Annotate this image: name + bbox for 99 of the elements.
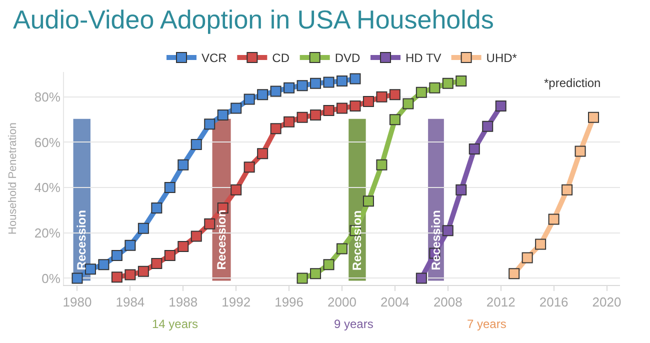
- x-tick-label: 1996: [274, 294, 304, 310]
- x-tick-label: 1984: [116, 294, 145, 310]
- point: [336, 243, 348, 254]
- point: [362, 96, 374, 107]
- point: [178, 240, 189, 252]
- y-axis-title: Household Penetration: [7, 122, 20, 234]
- band-label: Recession: [350, 210, 364, 270]
- point: [376, 159, 388, 170]
- point: [389, 114, 400, 126]
- point: [244, 162, 255, 173]
- legend-label: UHD*: [486, 51, 518, 66]
- point: [230, 184, 242, 196]
- point: [442, 225, 454, 236]
- x-tick-label: 1988: [168, 294, 198, 310]
- x-tick-label: 2008: [433, 294, 462, 310]
- x-tick-label: 2016: [539, 294, 568, 310]
- y-tick-label: 60%: [34, 134, 61, 150]
- point: [151, 202, 162, 214]
- point: [376, 91, 388, 102]
- y-tick-label: 20%: [34, 225, 61, 240]
- point: [389, 89, 400, 100]
- point: [350, 73, 361, 84]
- point: [323, 259, 334, 270]
- point: [362, 196, 374, 207]
- point: [257, 148, 268, 160]
- text: 9 years: [334, 317, 374, 331]
- point: [402, 98, 414, 110]
- point: [456, 184, 467, 196]
- point: [164, 182, 176, 194]
- point: [111, 250, 122, 262]
- point: [574, 146, 586, 157]
- x-tick-label: 2004: [380, 294, 410, 310]
- chart-title: Audio-Video Adoption in USA Households: [13, 4, 494, 34]
- text: 7 years: [467, 317, 506, 331]
- point: [204, 218, 216, 230]
- point: [495, 100, 506, 112]
- point: [98, 259, 110, 270]
- annotation: *prediction: [544, 76, 601, 90]
- point: [190, 230, 202, 242]
- x-tick-label: 1980: [62, 294, 92, 310]
- point: [230, 102, 242, 114]
- point: [138, 222, 149, 234]
- point: [296, 80, 308, 92]
- point: [416, 272, 427, 284]
- point: [178, 159, 189, 170]
- point: [296, 272, 308, 284]
- point: [350, 100, 361, 112]
- point: [296, 112, 308, 123]
- point: [72, 272, 83, 284]
- y-tick-label: 0%: [42, 270, 61, 286]
- band-label: Recession: [214, 210, 228, 270]
- point: [190, 139, 202, 150]
- point: [151, 258, 162, 269]
- y-tick-label: 80%: [34, 89, 61, 104]
- legend-label: HD TV: [406, 51, 442, 66]
- x-tick-label: 2012: [486, 294, 516, 310]
- point: [217, 110, 228, 121]
- point: [482, 120, 494, 132]
- text: 14 years: [152, 317, 198, 331]
- point: [244, 94, 255, 105]
- y-tick-label: 40%: [34, 180, 61, 196]
- point: [336, 102, 348, 114]
- point: [456, 76, 467, 87]
- point: [310, 268, 322, 280]
- legend-label: VCR: [202, 51, 228, 66]
- point: [588, 112, 600, 123]
- point: [310, 110, 322, 121]
- point: [508, 268, 520, 280]
- point: [111, 272, 122, 283]
- point: [548, 214, 560, 225]
- point: [323, 105, 334, 116]
- point: [138, 266, 149, 277]
- band-label: Recession: [428, 210, 443, 270]
- point: [310, 78, 322, 89]
- point: [442, 78, 454, 89]
- x-tick-label: 2020: [592, 294, 622, 310]
- point: [124, 269, 136, 280]
- point: [164, 250, 176, 262]
- point: [204, 118, 216, 130]
- point: [284, 116, 295, 128]
- point: [336, 76, 348, 87]
- point: [562, 184, 573, 196]
- point: [323, 76, 334, 88]
- point: [535, 238, 546, 250]
- x-tick-label: 2000: [328, 294, 356, 310]
- band-label: Recession: [74, 210, 89, 270]
- legend-label: CD: [272, 51, 290, 66]
- point: [270, 123, 282, 134]
- point: [468, 144, 480, 155]
- legend-label: DVD: [334, 51, 361, 66]
- point: [270, 86, 282, 97]
- point: [429, 82, 440, 94]
- point: [416, 86, 427, 98]
- point: [124, 240, 136, 251]
- point: [522, 252, 533, 264]
- point: [257, 89, 268, 100]
- x-tick-label: 1992: [222, 294, 251, 310]
- point: [284, 82, 295, 94]
- point: [84, 264, 96, 275]
